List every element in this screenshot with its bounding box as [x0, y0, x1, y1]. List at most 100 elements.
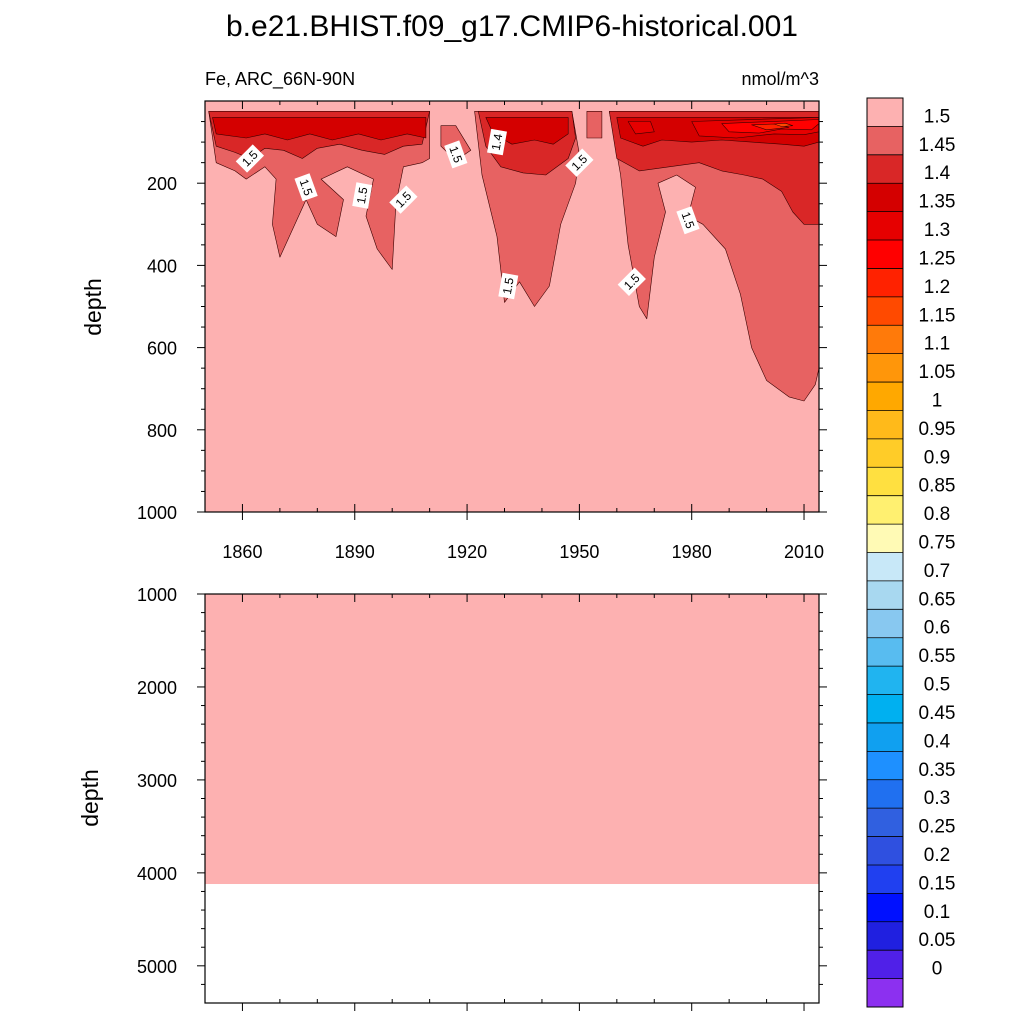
colorbar-label: 0.3: [924, 788, 950, 809]
colorbar-swatch: [867, 211, 903, 241]
colorbar-swatch: [867, 694, 903, 724]
contour-label-text: 1.5: [354, 186, 371, 205]
top-contour-regions: [208, 111, 819, 402]
colorbar-label: 0.05: [919, 930, 956, 951]
colorbar-swatch: [867, 98, 903, 127]
y-tick-label: 1000: [137, 585, 177, 605]
colorbar-swatch: [867, 268, 903, 298]
y-tick-label: 800: [147, 421, 177, 441]
colorbar-swatch: [867, 666, 903, 695]
contour-region-1.15-15: [773, 122, 794, 127]
x-tick-label: 1980: [672, 542, 712, 562]
x-tick-label: 1920: [447, 542, 487, 562]
y-tick-label: 400: [147, 256, 177, 276]
colorbar-swatch: [867, 495, 903, 525]
colorbar-swatch: [867, 864, 903, 894]
x-tick-label: 1860: [222, 542, 262, 562]
variable-region-label: Fe, ARC_66N-90N: [205, 69, 355, 90]
bottom-y-axis-label: depth: [77, 769, 103, 827]
contour-label: 1.5: [352, 182, 373, 209]
colorbar-swatch: [867, 552, 903, 582]
colorbar-swatch: [867, 779, 903, 809]
colorbar-swatch: [867, 524, 903, 553]
top-y-axis-label: depth: [80, 278, 106, 336]
colorbar-swatch: [867, 382, 903, 411]
colorbar-label: 0.7: [924, 561, 950, 582]
y-tick-label: 4000: [137, 864, 177, 884]
contour-label: 1.5: [444, 140, 468, 169]
top-axis-ticks: 1860 1890 1920 1950 1980 2010 200 400 600 800 1000: [137, 101, 827, 562]
top-contour-labels: 1.5 1.5 1.5 1.5 1.5 1.4 1.5 1.5 1.5 1.5: [235, 128, 700, 300]
colorbar-swatch: [867, 751, 903, 781]
contour-label-text: 1.5: [500, 276, 517, 295]
colorbar-label: 1.05: [919, 362, 956, 383]
bottom-panel: 1000 2000 3000 4000 5000 depth: [77, 585, 827, 1011]
colorbar-label: 1.2: [924, 277, 950, 298]
colorbar-swatch: [867, 126, 903, 156]
contour-label-text: 1.5: [679, 210, 698, 231]
top-panel: 1.51.5 1.5 1.51.51.41.51.51.5 1.5 1860 1890 1…: [80, 100, 827, 562]
colorbar-label: 1.15: [919, 305, 956, 326]
colorbar-label: 0: [932, 959, 943, 980]
colorbar-swatch: [867, 154, 903, 184]
colorbar-swatch: [867, 240, 903, 269]
colorbar-label: 0.2: [924, 845, 950, 866]
colorbar-swatch: [867, 808, 903, 837]
colorbar-swatch: [867, 978, 903, 1008]
x-tick-label: 2010: [784, 542, 824, 562]
y-tick-label: 3000: [137, 771, 177, 791]
x-tick-label: 1890: [335, 542, 375, 562]
colorbar-label: 0.65: [919, 589, 956, 610]
y-tick-label: 1000: [137, 503, 177, 523]
y-tick-label: 600: [147, 339, 177, 359]
colorbar-swatch: [867, 893, 903, 923]
colorbar-label: 0.55: [919, 646, 956, 667]
units-label: nmol/m^3: [742, 69, 819, 89]
contour-label: 1.5: [617, 267, 646, 296]
contour-region-1.3-11: [627, 121, 655, 135]
colorbar-label: 1.25: [919, 248, 956, 269]
contour-label: 1.5: [389, 185, 418, 214]
colorbar-label: 1.3: [924, 220, 950, 241]
colorbar-label: 0.1: [924, 902, 950, 923]
contour-label-text: 1.5: [446, 144, 465, 165]
contour-region-1.35-8: [212, 117, 427, 141]
colorbar-label: 0.8: [924, 504, 950, 525]
colorbar-label: 0.4: [924, 731, 951, 752]
colorbar-label: 0.9: [924, 447, 950, 468]
colorbar-swatch: [867, 722, 903, 752]
contour-label: 1.4: [487, 128, 507, 156]
colorbar-label: 0.25: [919, 817, 956, 838]
colorbar-label: 0.15: [919, 873, 956, 894]
colorbar-frame: [866, 97, 904, 1008]
colorbar-label: 0.5: [924, 675, 950, 696]
colorbar-label: 1.45: [919, 135, 956, 156]
colorbar-swatch: [867, 950, 903, 979]
colorbar-label: 1.4: [924, 163, 951, 184]
bottom-filled-region: [205, 594, 819, 885]
colorbar-swatch: [867, 609, 903, 639]
colorbar-label: 1.35: [919, 192, 956, 213]
x-tick-label: 1950: [559, 542, 599, 562]
colorbar-swatch: [867, 467, 903, 496]
colorbar-swatch: [867, 183, 903, 212]
colorbar-swatch: [867, 353, 903, 383]
contour-label-text: 1.5: [297, 177, 316, 198]
colorbar-swatch: [867, 438, 903, 468]
bottom-axis-ticks: 1000 2000 3000 4000 5000: [137, 585, 827, 1011]
colorbar-swatch: [867, 921, 903, 951]
contour-label: 1.5: [235, 144, 265, 173]
colorbar-label: 1.5: [924, 106, 950, 127]
y-tick-label: 5000: [137, 957, 177, 977]
contour-region-1.45-3: [586, 111, 603, 139]
colorbar-swatch: [867, 637, 903, 667]
colorbar-label: 1.1: [924, 334, 950, 355]
contour-label-text: 1.4: [489, 132, 506, 151]
colorbar-swatch: [867, 836, 903, 866]
chart-title: b.e21.BHIST.f09_g17.CMIP6-historical.001: [226, 10, 798, 43]
colorbar: 1.5 1.45 1.4 1.35 1.3 1.25 1.2 1.15 1.1 1.05 1 0.95…: [866, 97, 956, 1008]
colorbar-label: 0.95: [919, 419, 956, 440]
y-tick-label: 200: [147, 174, 177, 194]
contour-label: 1.5: [294, 173, 318, 202]
